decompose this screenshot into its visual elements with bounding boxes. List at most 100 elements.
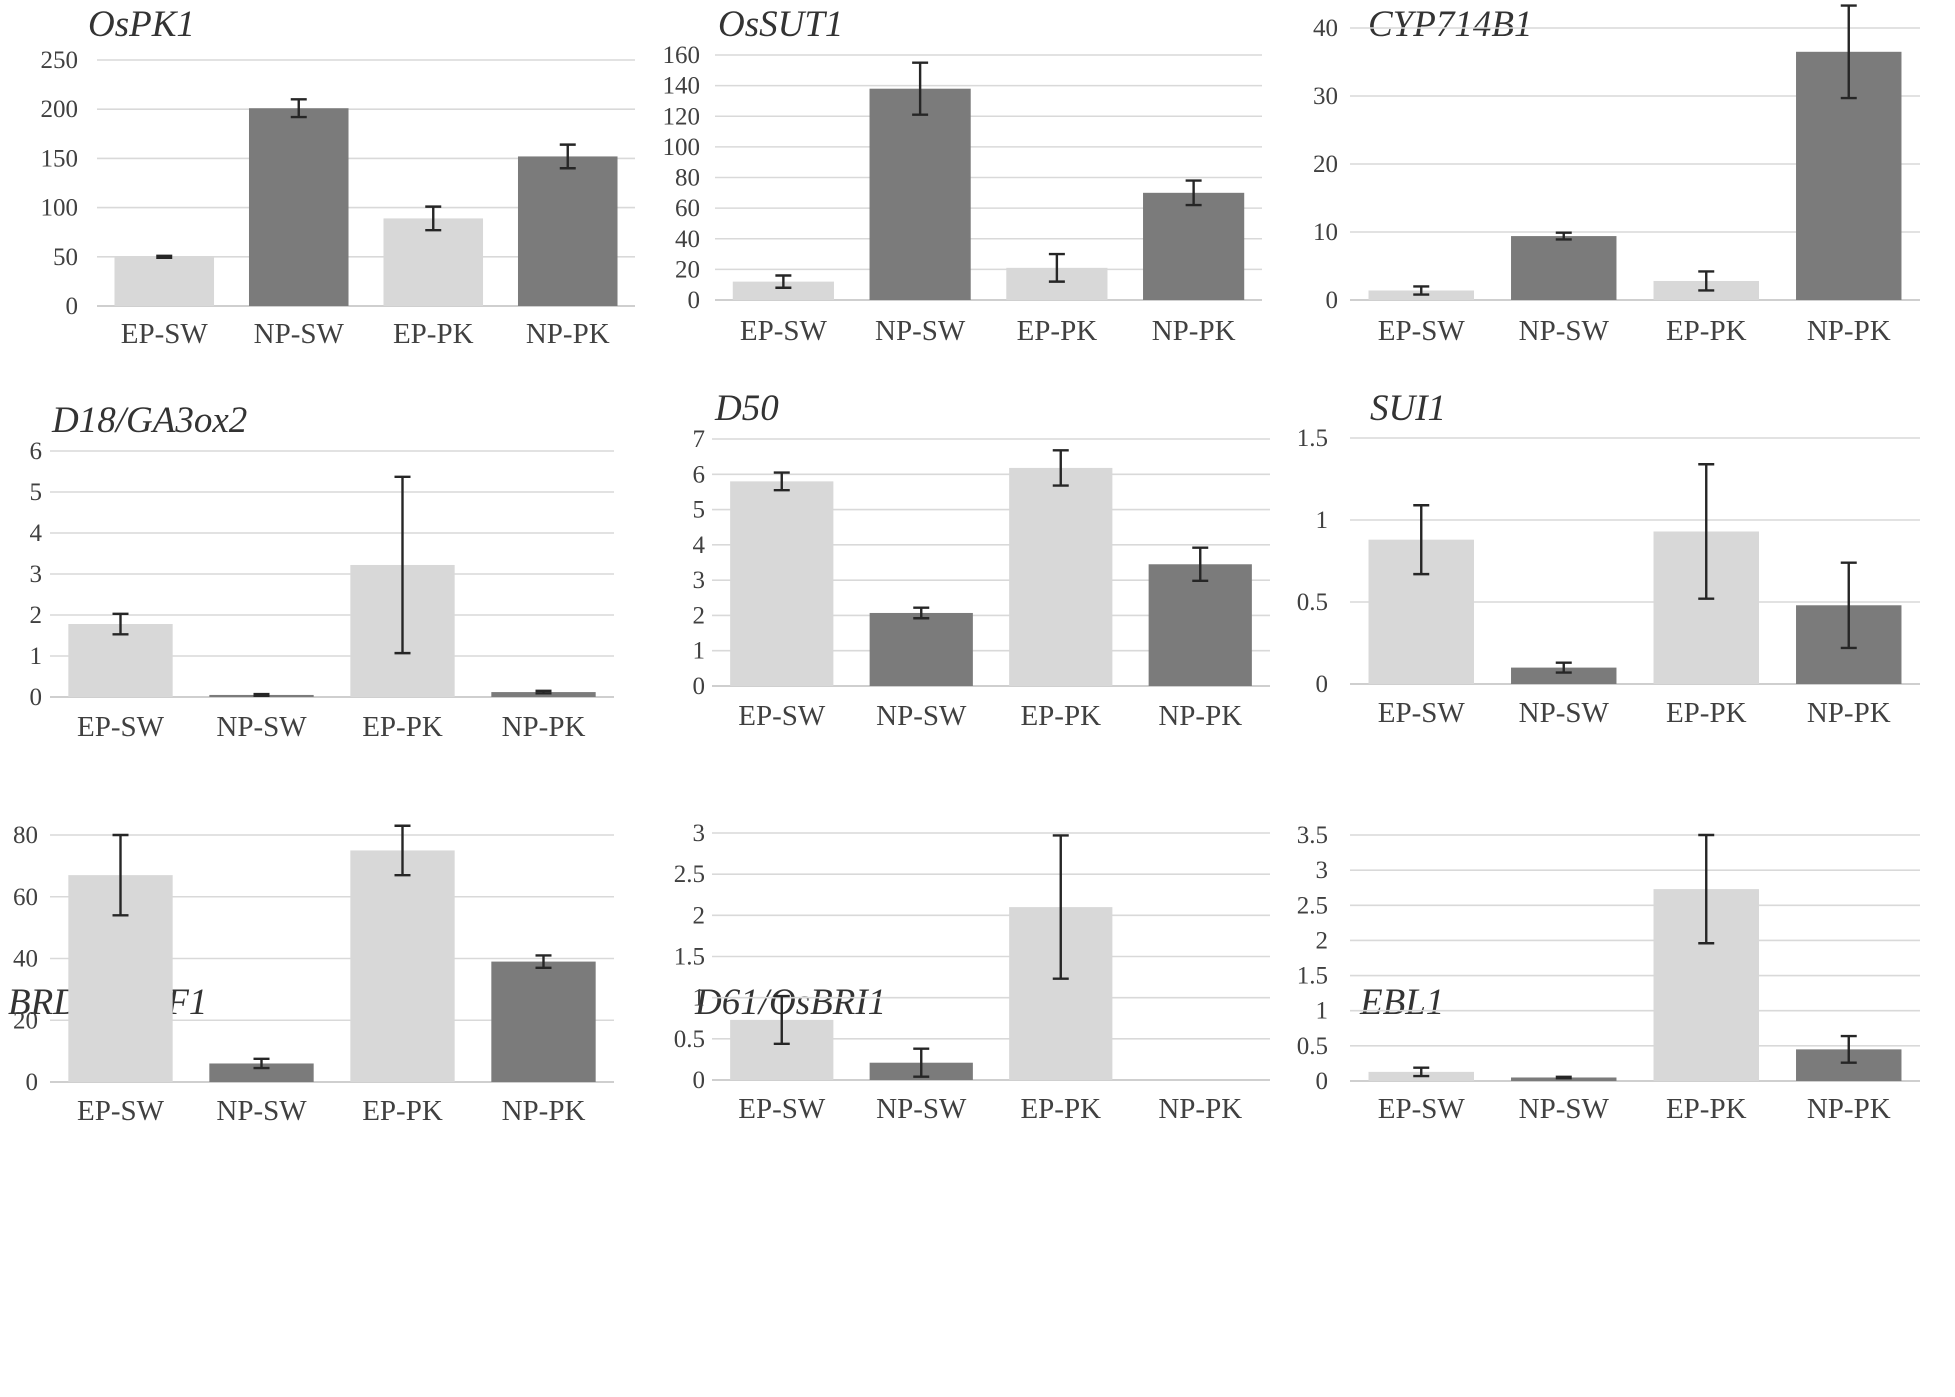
- x-tick-label: EP-PK: [393, 318, 474, 350]
- x-tick-label: EP-PK: [362, 711, 443, 743]
- error-bar: [290, 98, 307, 119]
- error-bar: [156, 254, 173, 259]
- chart-panel: D50 0 1 2 3 4 5 6 7 EP-SW NP-SW EP-PK NP-PK: [693, 388, 1270, 732]
- error-bar: [425, 205, 442, 232]
- y-tick-label: 1.5: [1297, 963, 1328, 990]
- y-tick-label: 30: [1313, 83, 1338, 110]
- error-bar: [1052, 834, 1069, 980]
- chart-panel: CYP714B1 0 10 20 30 40 EP-SW NP-SW EP-PK NP-PK: [1313, 4, 1920, 347]
- x-tick-label: NP-PK: [1807, 697, 1891, 729]
- bar: [732, 281, 834, 300]
- y-tick-label: 3: [1316, 857, 1329, 884]
- error-bar: [913, 606, 930, 620]
- x-tick-label: EP-PK: [1666, 1093, 1747, 1125]
- y-tick-label: 3: [693, 567, 706, 594]
- y-tick-label: 0.5: [674, 1026, 705, 1053]
- bar: [517, 156, 618, 306]
- y-tick-label: 40: [13, 946, 38, 973]
- y-tick-label: 20: [13, 1007, 38, 1034]
- x-tick-label: NP-PK: [502, 711, 586, 743]
- chart-panel: D18/GA3ox2 0 1 2 3 4 5 6 EP-SW NP-SW EP-PK NP-PK: [30, 400, 614, 743]
- chart-title: D18/GA3ox2: [51, 400, 247, 441]
- bar: [869, 88, 971, 300]
- error-bar: [1185, 179, 1202, 207]
- x-tick-label: NP-SW: [1519, 315, 1610, 347]
- error-bar: [1840, 4, 1857, 100]
- chart-title: CYP714B1: [1368, 4, 1532, 45]
- y-tick-label: 0: [688, 287, 701, 314]
- x-tick-label: NP-PK: [1158, 1093, 1242, 1125]
- error-bar: [1840, 1034, 1857, 1064]
- y-tick-label: 40: [675, 226, 700, 253]
- error-bar: [253, 1057, 270, 1070]
- y-tick-label: 1: [693, 638, 706, 665]
- x-tick-label: NP-PK: [1158, 700, 1242, 732]
- error-bar: [112, 833, 129, 917]
- y-tick-label: 80: [675, 165, 700, 192]
- error-bar: [913, 1047, 930, 1078]
- y-tick-label: 60: [675, 195, 700, 222]
- error-bar: [1698, 833, 1715, 945]
- y-tick-label: 3: [30, 561, 43, 588]
- error-bar: [1555, 231, 1572, 241]
- error-bar: [775, 274, 792, 289]
- x-tick-label: NP-SW: [875, 315, 966, 347]
- error-bar: [773, 471, 790, 492]
- error-bar: [1052, 449, 1069, 487]
- x-tick-label: NP-PK: [1807, 1093, 1891, 1125]
- x-tick-label: EP-SW: [77, 1095, 165, 1127]
- bar: [491, 692, 596, 697]
- x-tick-label: EP-SW: [1378, 315, 1466, 347]
- y-tick-label: 160: [663, 42, 701, 69]
- y-tick-label: 100: [41, 195, 79, 222]
- x-tick-label: NP-SW: [876, 1093, 967, 1125]
- y-tick-label: 250: [41, 47, 79, 74]
- error-bar: [112, 612, 129, 636]
- error-bar: [773, 994, 790, 1045]
- bar: [248, 108, 349, 306]
- y-tick-label: 1.5: [1297, 425, 1328, 452]
- error-bar: [394, 475, 411, 655]
- error-bar: [535, 954, 552, 969]
- y-tick-label: 5: [693, 497, 706, 524]
- error-bar: [1698, 270, 1715, 292]
- y-tick-label: 0: [1316, 1068, 1329, 1095]
- chart-title: D50: [714, 388, 779, 429]
- error-bar: [1555, 1075, 1572, 1080]
- x-tick-label: NP-PK: [502, 1095, 586, 1127]
- y-tick-label: 2: [693, 602, 706, 629]
- error-bar: [1413, 1066, 1430, 1078]
- y-tick-label: 1: [693, 985, 706, 1012]
- bar: [869, 612, 973, 686]
- chart-panel: D61/OsBRI1 0 0.5 1 1.5 2 2.5 3 EP-SW NP-SW EP-PK NP…: [674, 820, 1270, 1125]
- y-tick-label: 1: [30, 643, 43, 670]
- y-tick-label: 50: [53, 244, 78, 271]
- bar: [1009, 467, 1113, 686]
- x-tick-label: NP-PK: [1807, 315, 1891, 347]
- y-tick-label: 120: [663, 103, 701, 130]
- bar: [491, 961, 596, 1082]
- bar: [68, 624, 173, 697]
- x-tick-label: EP-PK: [1666, 315, 1747, 347]
- x-tick-label: NP-PK: [526, 318, 610, 350]
- x-tick-label: EP-PK: [1017, 315, 1098, 347]
- y-tick-label: 2: [30, 602, 43, 629]
- x-tick-label: EP-PK: [1020, 700, 1101, 732]
- y-tick-label: 0: [693, 673, 706, 700]
- error-bar: [535, 689, 552, 695]
- y-tick-label: 6: [693, 461, 706, 488]
- y-tick-label: 1.5: [674, 944, 705, 971]
- x-tick-label: NP-SW: [1519, 697, 1610, 729]
- bar: [730, 481, 834, 686]
- y-tick-label: 1: [1316, 998, 1329, 1025]
- bar: [114, 256, 215, 306]
- chart-title: OsSUT1: [718, 4, 843, 45]
- y-tick-label: 20: [675, 256, 700, 283]
- y-tick-label: 1: [1316, 507, 1329, 534]
- chart-title: OsPK1: [88, 4, 195, 45]
- chart-panel: SUI1 0 0.5 1 1.5 EP-SW NP-SW EP-PK NP-PK: [1297, 388, 1920, 729]
- x-tick-label: NP-SW: [216, 1095, 307, 1127]
- chart-title: EBL1: [1359, 982, 1444, 1023]
